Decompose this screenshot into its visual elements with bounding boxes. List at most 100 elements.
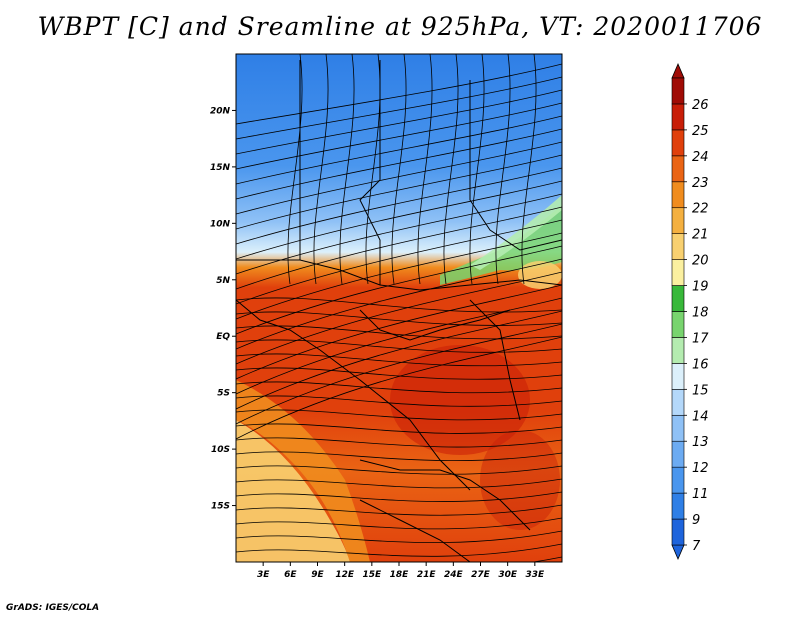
streamline <box>469 54 485 285</box>
streamline <box>339 54 355 285</box>
streamline <box>236 232 562 320</box>
streamline <box>236 271 562 365</box>
colorbar-label: 9 <box>692 513 700 528</box>
colorbar-segment <box>671 440 685 468</box>
wbpt-east-maximum-zone <box>480 430 560 530</box>
streamline <box>236 311 562 326</box>
streamline <box>236 367 562 380</box>
streamline <box>236 543 562 557</box>
colorbar-segment <box>671 466 685 494</box>
streamline <box>236 504 562 516</box>
streamline <box>236 167 562 245</box>
colorbar-segment <box>671 103 685 131</box>
streamline <box>236 491 562 502</box>
colorbar-label: 17 <box>692 331 709 346</box>
streamline <box>236 381 562 394</box>
streamline <box>391 54 407 285</box>
streamline <box>236 284 562 380</box>
y-tick-label: 15S <box>211 502 230 512</box>
colorbar-label: 12 <box>692 461 709 476</box>
streamline <box>236 297 562 313</box>
streamline <box>236 310 562 410</box>
streamline <box>236 193 562 275</box>
colorbar-segment <box>671 492 685 520</box>
streamline <box>236 89 562 155</box>
streamline <box>236 423 562 434</box>
colorbar-segment <box>671 155 685 183</box>
streamline <box>236 530 562 543</box>
streamline <box>236 437 562 448</box>
streamline <box>495 54 511 285</box>
x-tick-label: 30E <box>498 570 518 580</box>
y-tick-label: EQ <box>216 332 230 342</box>
streamline <box>236 219 562 305</box>
streamline <box>236 339 562 353</box>
streamline <box>236 102 562 170</box>
colorbar-segment <box>671 337 685 364</box>
streamline <box>236 451 562 462</box>
x-tick-label: 3E <box>257 570 270 580</box>
streamline <box>443 54 459 285</box>
colorbar-label: 18 <box>692 306 709 321</box>
x-tick-label: 24E <box>444 570 464 580</box>
colorbar-segment <box>671 363 685 390</box>
colorbar-label: 7 <box>692 539 701 554</box>
x-tick-label: 21E <box>417 570 437 580</box>
streamline <box>287 54 303 285</box>
colorbar-segment <box>671 233 685 260</box>
streamline <box>236 128 562 200</box>
colorbar-label: 26 <box>692 98 709 113</box>
wbpt-light-green-zone <box>470 195 562 270</box>
streamline <box>236 141 562 215</box>
colorbar-segment <box>671 285 685 312</box>
x-tick-label: 33E <box>525 570 545 580</box>
streamline <box>236 206 562 290</box>
streamline <box>236 336 562 440</box>
streamline <box>236 478 562 489</box>
colorbar-segment <box>671 77 685 105</box>
streamline <box>236 465 562 475</box>
streamline <box>236 76 562 140</box>
x-tick-label: 9E <box>311 570 324 580</box>
streamline <box>236 180 562 260</box>
streamline <box>236 325 562 340</box>
map-plot-area <box>235 53 563 563</box>
y-tick-label: 20N <box>210 106 231 116</box>
streamline <box>236 115 562 185</box>
wbpt-maximum-zone <box>390 345 530 455</box>
colorbar-label: 20 <box>692 254 709 269</box>
grads-credit: GrADS: IGES/COLA <box>6 603 100 613</box>
colorbar-segment <box>671 259 685 286</box>
x-axis: 3E 6E 9E 12E 15E 18E 21E 24E 27E 30E 33E <box>257 562 545 580</box>
colorbar-segment <box>671 389 685 416</box>
colorbar-label: 24 <box>692 150 709 165</box>
colorbar-label: 19 <box>692 280 709 295</box>
wbpt-southwest-orange-zone <box>236 380 370 562</box>
colorbar-max-triangle <box>671 62 685 79</box>
colorbar-label: 23 <box>692 176 709 191</box>
colorbar-label: 11 <box>692 487 709 502</box>
streamline <box>236 517 562 530</box>
streamline <box>236 154 562 230</box>
streamline <box>236 323 562 425</box>
streamline <box>236 297 562 395</box>
streamline <box>521 54 537 285</box>
streamline <box>236 409 562 421</box>
colorbar-label: 16 <box>692 357 709 372</box>
y-tick-label: 5N <box>216 276 230 286</box>
y-tick-label: 10N <box>210 219 231 229</box>
colorbar-min-triangle <box>671 544 685 561</box>
country-borders <box>236 60 562 562</box>
colorbar-segment <box>671 129 685 157</box>
streamline <box>236 63 562 125</box>
x-tick-label: 12E <box>335 570 355 580</box>
colorbar-segment <box>671 414 685 442</box>
y-tick-label: 10S <box>211 445 230 455</box>
y-tick-label: 15N <box>210 163 231 173</box>
colorbar-segment <box>671 311 685 338</box>
y-tick-label: 5S <box>217 389 230 399</box>
streamline <box>417 54 433 285</box>
x-tick-label: 27E <box>471 570 491 580</box>
map-title: WBPT [C] and Sreamline at 925hPa, VT: 20… <box>37 12 763 41</box>
